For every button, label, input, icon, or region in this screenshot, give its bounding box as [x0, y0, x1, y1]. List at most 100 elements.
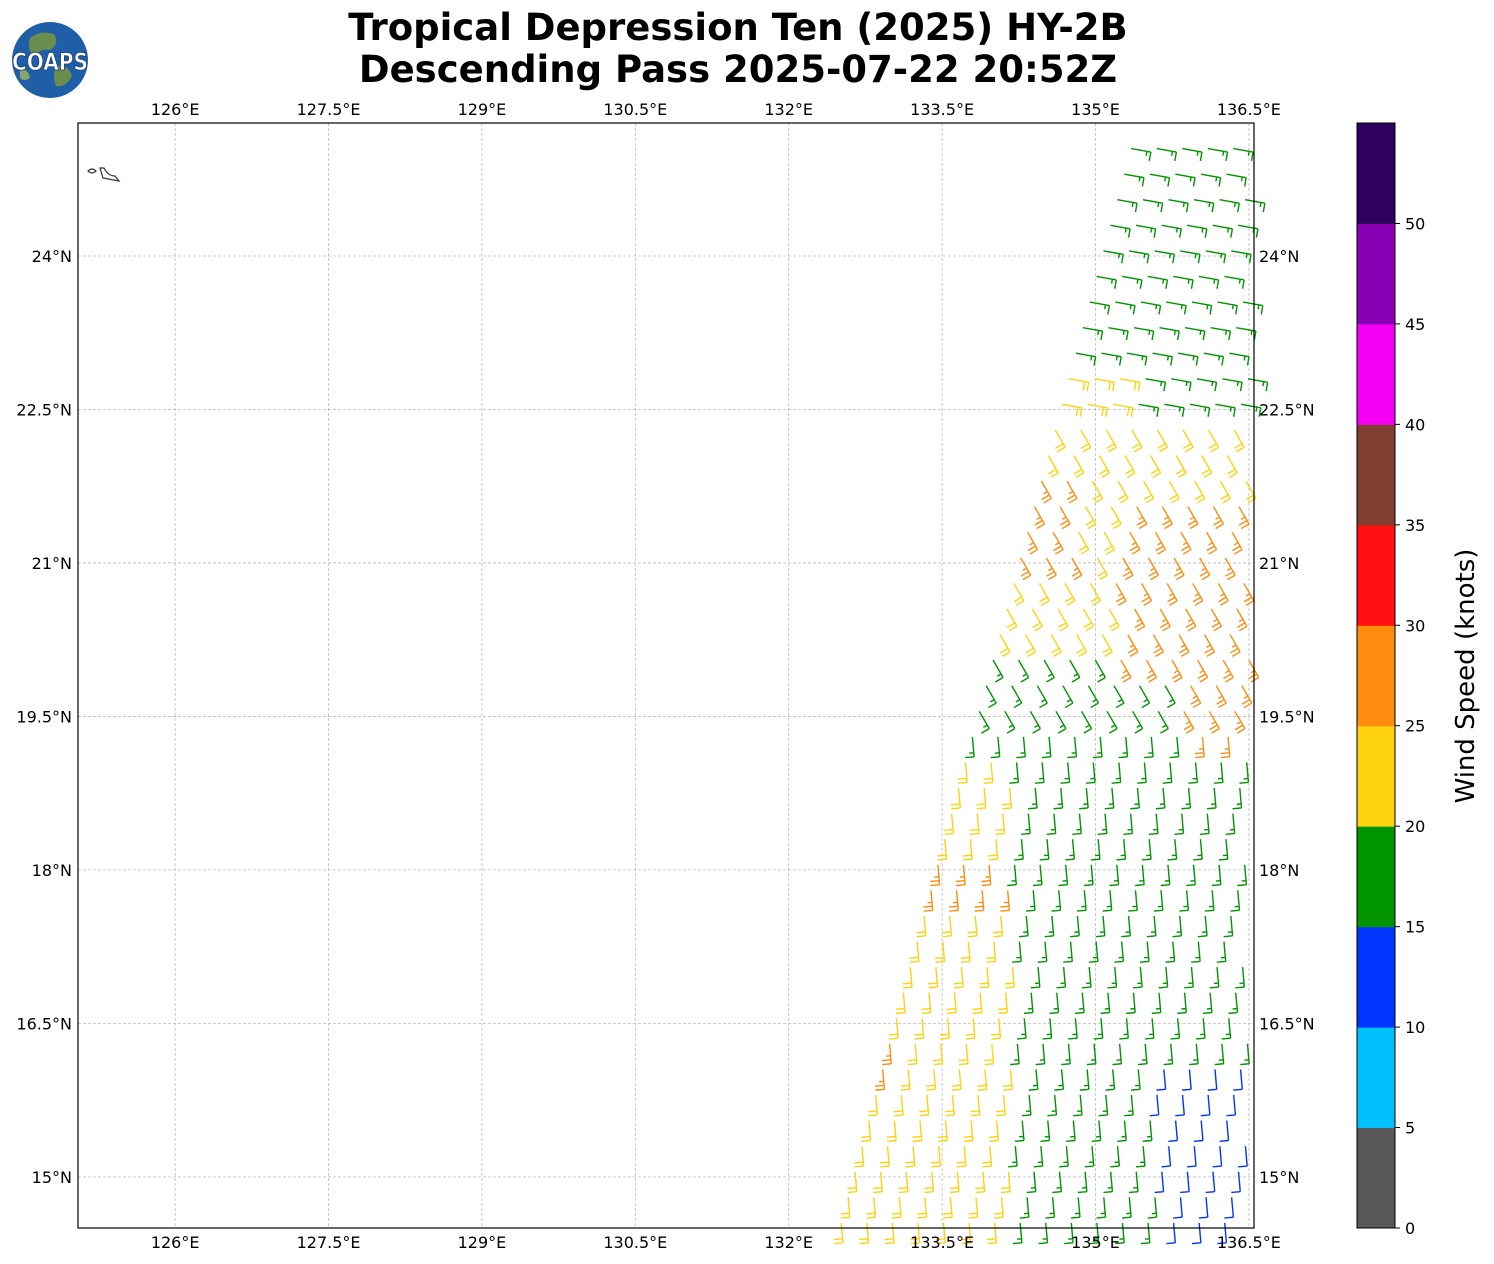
barb-staff	[1154, 1197, 1158, 1218]
barb-half-flag	[1194, 253, 1197, 259]
barb-half-flag	[1131, 542, 1137, 546]
barb-staff	[1126, 352, 1147, 358]
wind-barb	[1055, 710, 1067, 734]
colorbar-bin	[1357, 625, 1395, 727]
wind-barb	[1034, 762, 1045, 784]
barb-staff	[1043, 659, 1055, 678]
barb-flag	[896, 1011, 906, 1015]
barb-staff	[1149, 173, 1170, 179]
wind-barb	[1069, 659, 1081, 683]
barb-flag	[947, 1011, 957, 1015]
barb-staff	[1227, 736, 1231, 757]
barb-flag	[1076, 647, 1086, 654]
wind-barb	[921, 992, 932, 1015]
wind-barb	[1230, 890, 1241, 912]
barb-flag	[1097, 676, 1106, 683]
barb-flag	[1185, 203, 1189, 213]
wind-barb	[1135, 864, 1145, 887]
barb-staff	[847, 1197, 851, 1218]
wind-barb	[1066, 1120, 1076, 1142]
barb-staff	[1085, 787, 1089, 809]
barb-flag	[1227, 468, 1236, 475]
barb-flag	[1136, 625, 1146, 632]
barb-flag	[1131, 1088, 1141, 1091]
barb-staff	[1193, 199, 1214, 204]
wind-barb	[1086, 1043, 1097, 1066]
wind-barb	[1135, 1146, 1146, 1168]
barb-staff	[1112, 1069, 1116, 1090]
wind-barb	[919, 1094, 930, 1117]
barb-staff	[1231, 531, 1243, 550]
barb-flag	[1108, 381, 1112, 391]
barb-staff	[1141, 583, 1153, 602]
wind-barb	[944, 813, 955, 836]
barb-half-flag	[1115, 355, 1118, 361]
barb-flag	[1133, 986, 1143, 989]
barb-flag	[988, 858, 998, 861]
wind-barb	[1038, 583, 1050, 606]
barb-staff	[1245, 762, 1250, 783]
barb-staff	[1064, 864, 1069, 885]
barb-flag	[937, 854, 947, 857]
wind-barb	[1063, 941, 1073, 963]
wind-barb	[1126, 352, 1148, 366]
barb-staff	[1146, 941, 1150, 962]
barb-flag	[1212, 1165, 1222, 1168]
barb-flag	[1101, 407, 1105, 417]
lon-tick-label: 135°E	[1071, 100, 1120, 119]
barb-staff	[1242, 301, 1263, 307]
barb-flag	[1223, 673, 1232, 680]
barb-flag	[1092, 756, 1103, 759]
barb-flag	[1021, 832, 1031, 836]
wind-barb	[1021, 1094, 1032, 1117]
wind-barb	[1180, 250, 1201, 264]
barb-half-flag	[1110, 724, 1116, 729]
barb-flag	[984, 1063, 994, 1066]
barb-half-flag	[1155, 644, 1160, 648]
barb-flag	[1170, 356, 1173, 366]
wind-barb	[989, 1120, 1000, 1142]
barb-staff	[1000, 1197, 1004, 1218]
barb-flag	[955, 880, 965, 883]
wind-barb	[1161, 224, 1182, 238]
wind-barb	[1149, 173, 1171, 187]
barb-staff	[1178, 634, 1190, 653]
barb-staff	[1212, 506, 1225, 525]
barb-flag	[1243, 596, 1253, 603]
barb-flag	[935, 960, 945, 963]
wind-barb	[1085, 506, 1097, 530]
barb-flag	[1078, 651, 1088, 658]
barb-staff	[1179, 915, 1183, 936]
barb-flag	[993, 931, 1003, 934]
barb-flag	[1086, 382, 1090, 392]
barb-flag	[891, 1212, 901, 1215]
barb-staff	[965, 1043, 969, 1064]
barb-half-flag	[1215, 516, 1220, 520]
barb-flag	[1016, 756, 1026, 759]
barb-flag	[1155, 807, 1165, 810]
wind-barb	[1082, 326, 1104, 341]
barb-flag	[1027, 651, 1036, 658]
barb-staff	[1111, 787, 1115, 809]
barb-staff	[1108, 608, 1120, 627]
barb-flag	[1008, 625, 1018, 632]
barb-staff	[1094, 378, 1115, 383]
wind-barb	[1016, 1018, 1027, 1040]
barb-flag	[937, 858, 947, 861]
barb-flag	[1000, 905, 1010, 908]
barb-flag	[1153, 647, 1162, 654]
barb-flag	[1231, 1190, 1241, 1194]
wind-barb	[933, 1043, 944, 1066]
barb-staff	[1117, 199, 1138, 204]
wind-barb	[1149, 455, 1162, 478]
wind-barb	[1233, 147, 1254, 162]
barb-flag	[1129, 545, 1139, 552]
barb-flag	[1099, 574, 1108, 581]
barb-flag	[1001, 1190, 1011, 1194]
barb-staff	[1246, 1043, 1250, 1064]
barb-flag	[1061, 523, 1071, 530]
barb-staff	[1152, 634, 1164, 653]
barb-flag	[1114, 960, 1124, 963]
barb-flag	[1218, 702, 1227, 709]
barb-staff	[1138, 403, 1159, 409]
